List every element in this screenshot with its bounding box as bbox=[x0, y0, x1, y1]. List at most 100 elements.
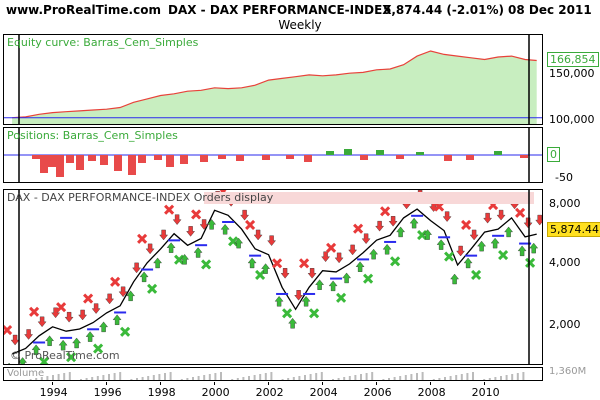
volume-bar bbox=[315, 373, 318, 380]
position-bar bbox=[128, 155, 136, 175]
volume-bar bbox=[472, 372, 474, 380]
watermark: © ProRealTime.com bbox=[10, 349, 120, 362]
volume-bar bbox=[57, 374, 60, 380]
volume-bar bbox=[371, 372, 374, 380]
position-bar bbox=[304, 155, 312, 162]
position-bar bbox=[100, 155, 108, 165]
sell-order-marker bbox=[334, 252, 344, 264]
price-axis-label: 8,000 bbox=[549, 197, 581, 210]
volume-bar bbox=[360, 374, 362, 380]
sell-order-marker bbox=[64, 311, 74, 323]
position-bar bbox=[236, 155, 244, 161]
x-axis-tick bbox=[483, 382, 485, 385]
volume-bar bbox=[438, 378, 441, 380]
exit-long-marker bbox=[363, 273, 374, 284]
volume-bar bbox=[354, 375, 357, 380]
period-label: Weekly bbox=[278, 18, 322, 32]
exit-long-marker bbox=[525, 257, 536, 268]
position-bar bbox=[262, 155, 270, 160]
exit-long-marker bbox=[471, 269, 482, 281]
volume-bar bbox=[29, 379, 32, 380]
volume-bar bbox=[365, 373, 368, 380]
equity-chart bbox=[4, 35, 542, 124]
sell-order-marker bbox=[388, 216, 398, 227]
volume-panel[interactable]: Volume bbox=[3, 367, 543, 381]
buy-order-marker bbox=[382, 243, 392, 255]
exit-long-marker bbox=[120, 326, 131, 337]
volume-bar bbox=[231, 379, 234, 380]
volume-bar bbox=[203, 375, 206, 380]
price-line bbox=[11, 208, 537, 355]
volume-bar bbox=[208, 374, 211, 380]
volume-bar bbox=[158, 374, 161, 380]
volume-bar bbox=[292, 377, 295, 380]
exit-short-marker bbox=[191, 209, 202, 220]
x-axis-tick-label: 2008 bbox=[417, 386, 446, 399]
volume-bar bbox=[382, 379, 385, 380]
volume-bar bbox=[253, 375, 256, 380]
volume-bar bbox=[220, 372, 222, 380]
exit-short-marker bbox=[245, 219, 256, 231]
exit-short-marker bbox=[83, 293, 94, 304]
buy-order-marker bbox=[220, 223, 230, 235]
volume-bar bbox=[270, 372, 273, 380]
volume-bar bbox=[169, 372, 172, 380]
volume-bar bbox=[511, 374, 514, 380]
exit-long-marker bbox=[255, 269, 266, 281]
x-axis-tick-label: 2004 bbox=[309, 386, 338, 399]
position-bar bbox=[396, 155, 404, 159]
volume-bar bbox=[46, 376, 49, 380]
exit-short-marker bbox=[515, 207, 526, 218]
exit-long-marker bbox=[309, 308, 320, 319]
buy-order-marker bbox=[369, 248, 379, 260]
buy-order-marker bbox=[247, 257, 257, 269]
buy-order-marker bbox=[517, 245, 527, 257]
sell-order-marker bbox=[78, 309, 88, 321]
exit-long-marker bbox=[282, 308, 293, 319]
volume-bar bbox=[113, 373, 116, 380]
exit-long-marker bbox=[66, 352, 77, 363]
buy-order-marker bbox=[166, 242, 176, 253]
position-bar bbox=[154, 155, 162, 160]
volume-bar bbox=[96, 376, 99, 380]
volume-bar bbox=[388, 378, 390, 380]
volume-bar bbox=[91, 377, 94, 380]
buy-order-marker bbox=[342, 272, 352, 284]
position-bar bbox=[286, 155, 294, 159]
equity-area bbox=[12, 51, 537, 124]
position-bar bbox=[56, 155, 64, 177]
volume-bar bbox=[466, 373, 469, 380]
position-bar bbox=[416, 152, 424, 155]
x-axis-tick-label: 2010 bbox=[471, 386, 500, 399]
buy-order-marker bbox=[301, 295, 311, 307]
x-axis-tick bbox=[213, 382, 215, 385]
sell-order-marker bbox=[361, 233, 371, 245]
sell-order-marker bbox=[267, 235, 277, 246]
volume-bar bbox=[478, 380, 480, 381]
volume-bar bbox=[102, 375, 105, 380]
price-panel[interactable]: DAX - DAX PERFORMANCE-INDEX Orders displ… bbox=[3, 189, 543, 365]
position-bar bbox=[48, 155, 56, 167]
exit-short-marker bbox=[137, 233, 148, 244]
positions-panel[interactable]: Positions: Barras_Cem_Simples bbox=[3, 127, 543, 183]
x-axis-tick bbox=[159, 382, 161, 385]
volume-bar bbox=[264, 373, 267, 380]
volume-bar bbox=[152, 375, 155, 380]
position-bar bbox=[114, 155, 122, 171]
sell-order-marker bbox=[496, 209, 506, 221]
site-label[interactable]: www.ProRealTime.com bbox=[6, 3, 161, 17]
volume-bar bbox=[326, 380, 328, 381]
sell-order-marker bbox=[442, 211, 452, 222]
volume-bar bbox=[214, 373, 217, 380]
exit-long-marker bbox=[336, 292, 347, 303]
buy-order-marker bbox=[315, 279, 325, 290]
sell-order-marker bbox=[91, 303, 101, 314]
volume-bar bbox=[399, 376, 402, 380]
exit-short-marker bbox=[29, 306, 40, 317]
volume-bar bbox=[226, 380, 228, 381]
exit-long-marker bbox=[93, 343, 104, 354]
position-bar bbox=[88, 155, 96, 161]
equity-panel[interactable]: Equity curve: Barras_Cem_Simples bbox=[3, 34, 543, 125]
volume-bar bbox=[40, 377, 43, 380]
volume-bar bbox=[343, 377, 346, 380]
